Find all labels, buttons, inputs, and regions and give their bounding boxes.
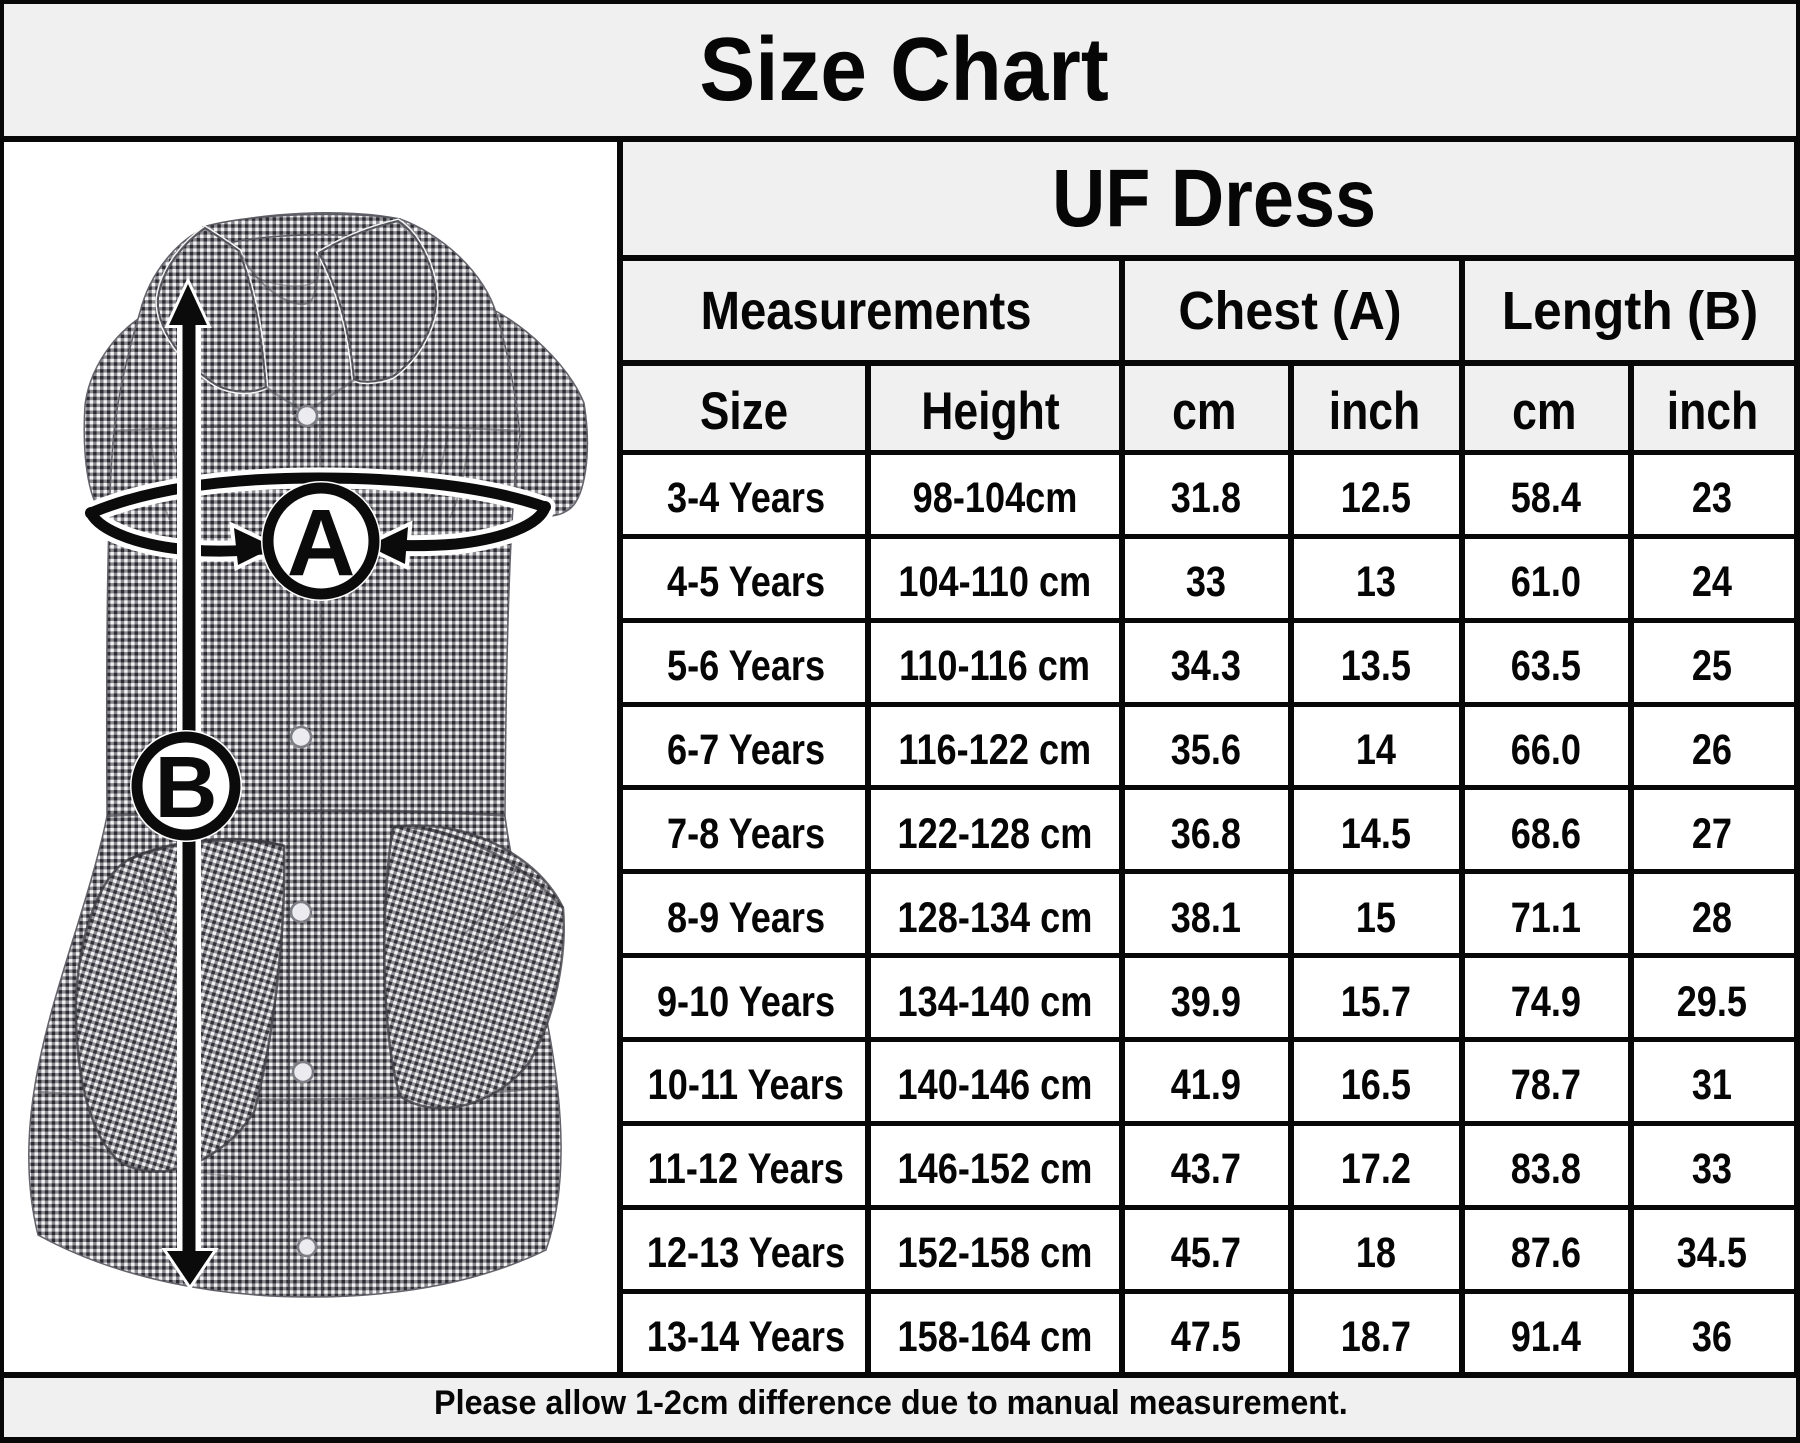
svg-text:A: A xyxy=(287,490,356,596)
svg-text:B: B xyxy=(155,739,218,836)
